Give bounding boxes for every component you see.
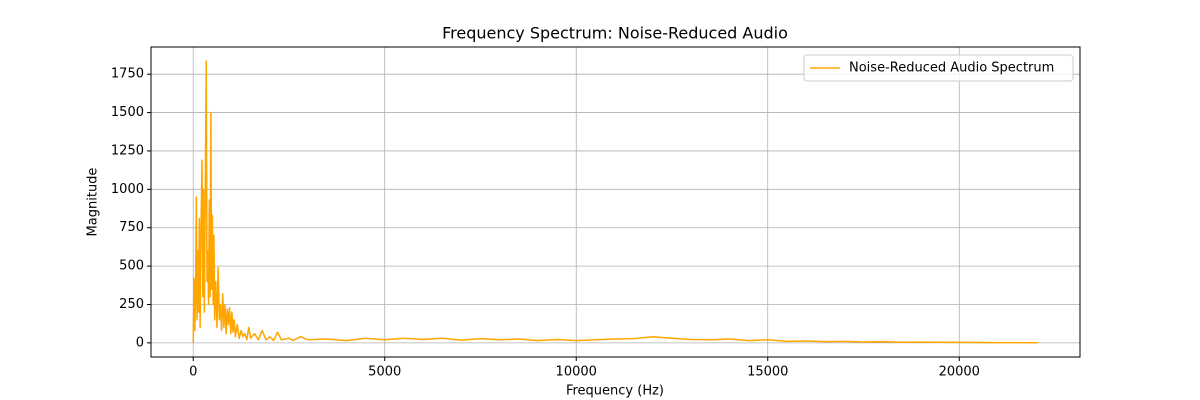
y-tick-label: 500: [119, 259, 144, 274]
plot-frame: [150, 46, 1081, 358]
y-axis-label: Magnitude: [86, 168, 101, 237]
y-tick-label: 1000: [111, 182, 144, 197]
y-tick-label: 250: [119, 297, 144, 312]
x-tick-label: 20000: [939, 365, 980, 380]
x-tick-label: 10000: [556, 365, 597, 380]
x-axis-label: Frequency (Hz): [566, 384, 664, 399]
spectrum-line: [192, 60, 1038, 344]
legend-label: Noise-Reduced Audio Spectrum: [849, 61, 1054, 76]
y-tick-label: 1250: [111, 143, 144, 158]
legend-box: [803, 54, 1074, 82]
y-tick-label: 0: [136, 335, 144, 350]
y-tick-label: 1750: [111, 67, 144, 82]
y-tick-label: 1500: [111, 105, 144, 120]
y-tick-label: 750: [119, 220, 144, 235]
x-tick-label: 5000: [368, 365, 401, 380]
chart-title: Frequency Spectrum: Noise-Reduced Audio: [442, 24, 788, 43]
x-tick-label: 15000: [747, 365, 788, 380]
x-tick-label: 0: [189, 365, 197, 380]
